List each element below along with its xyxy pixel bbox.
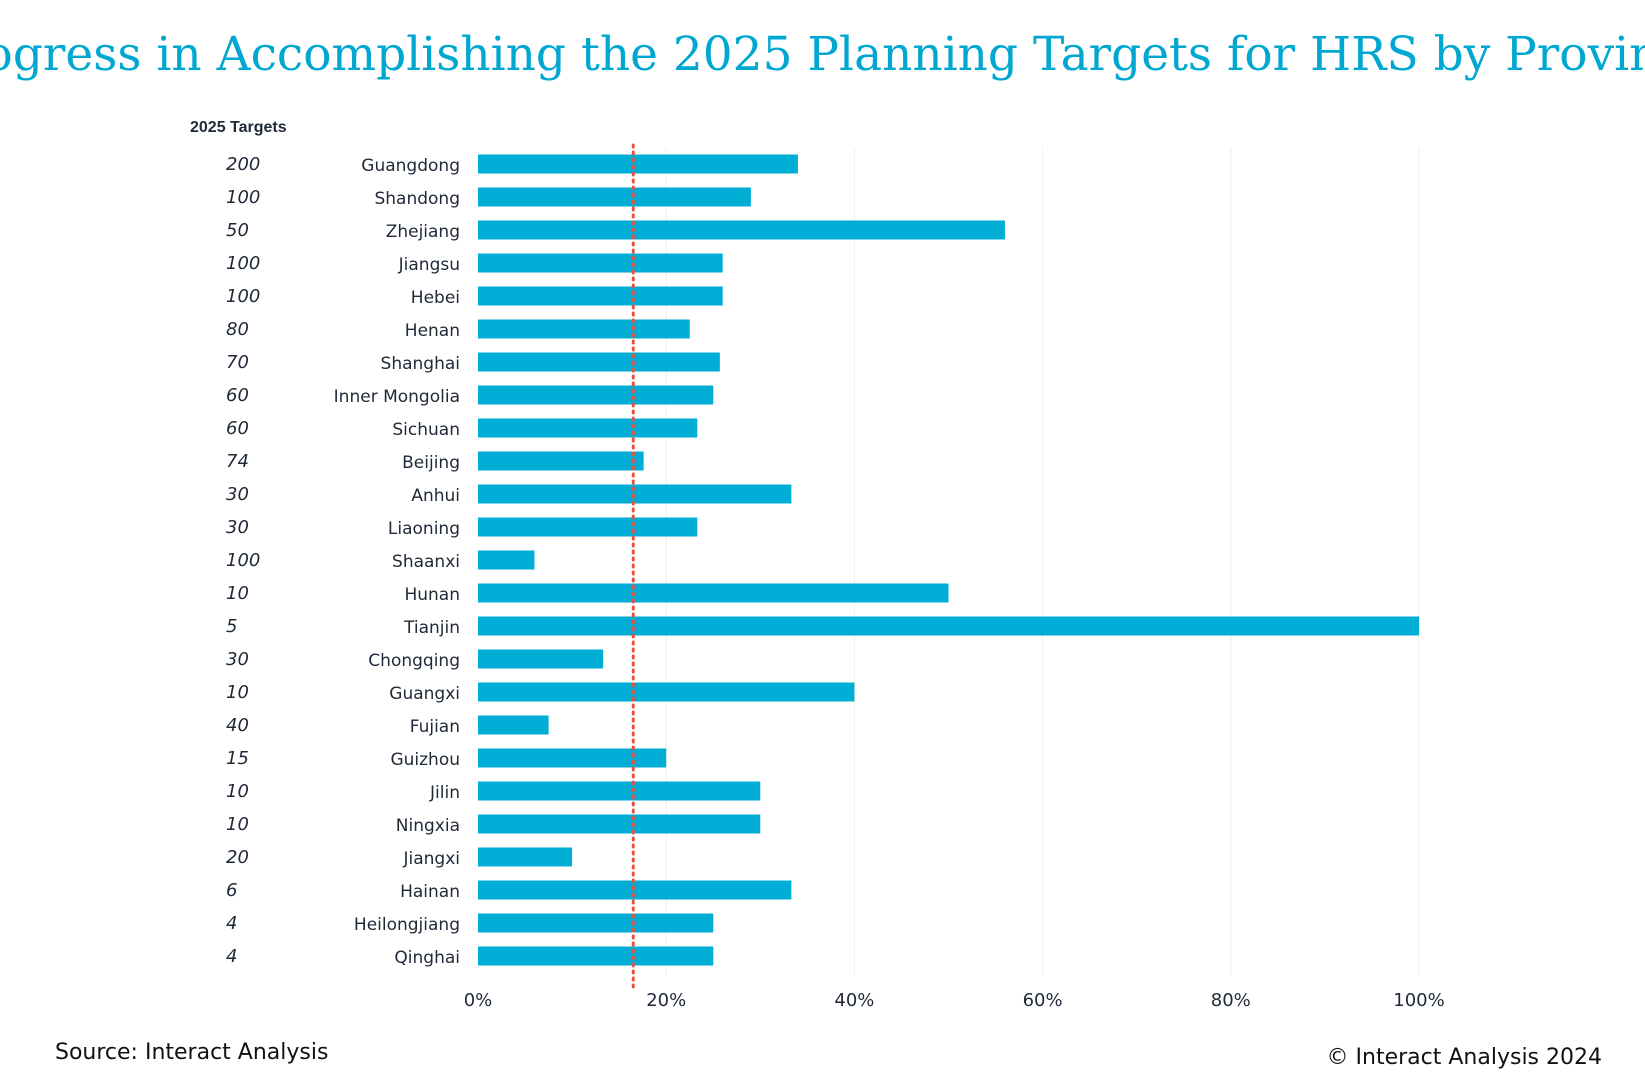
province-label: Ningxia	[396, 816, 460, 836]
chart-title: Progress in Accomplishing the 2025 Plann…	[0, 27, 1645, 82]
source-note: Source: Interact Analysis	[55, 1040, 328, 1065]
target-value-label: 10	[226, 814, 249, 835]
bar	[478, 319, 690, 339]
target-value-label: 6	[226, 880, 237, 901]
targets-column-header: 2025 Targets	[190, 119, 287, 136]
province-label: Beijing	[402, 453, 460, 473]
target-value-label: 100	[226, 253, 260, 274]
bar	[478, 154, 798, 174]
x-tick-label: 80%	[1211, 990, 1251, 1011]
target-value-label: 200	[226, 154, 260, 175]
target-value-label: 60	[226, 385, 249, 406]
target-value-label: 4	[226, 946, 237, 967]
bar	[478, 550, 535, 570]
target-value-label: 100	[226, 187, 260, 208]
bar	[478, 847, 573, 867]
x-axis-ticks: 0% 20% 40% 60% 80% 100%	[464, 990, 1445, 1011]
target-value-label: 74	[226, 451, 249, 472]
province-label: Jiangxi	[402, 849, 460, 869]
target-value-label: 100	[226, 550, 260, 571]
province-label: Heilongjiang	[354, 915, 460, 935]
target-value-label: 5	[226, 616, 237, 637]
province-labels: Guangdong Shandong Zhejiang Jiangsu Hebei Hen…	[334, 156, 460, 968]
bar	[478, 583, 949, 603]
province-label: Chongqing	[368, 651, 460, 671]
province-label: Hebei	[411, 288, 460, 308]
target-value-label: 10	[226, 583, 249, 604]
bar	[478, 385, 714, 405]
bar	[478, 484, 792, 504]
target-value-label: 10	[226, 682, 249, 703]
bar	[478, 748, 667, 768]
bar	[478, 517, 698, 537]
bar	[478, 880, 792, 900]
copyright-note: © Interact Analysis 2024	[1327, 1045, 1602, 1070]
bar	[478, 715, 549, 735]
province-label: Jiangsu	[398, 255, 460, 275]
province-label: Qinghai	[394, 948, 460, 968]
target-value-label: 10	[226, 781, 249, 802]
x-tick-label: 20%	[646, 990, 686, 1011]
province-label: Zhejiang	[386, 222, 460, 242]
target-value-label: 100	[226, 286, 260, 307]
bar	[478, 286, 723, 306]
target-labels: 200 100 50 100 100 80 70 60 60 74 30 30 100 10 5 30 10 40…	[226, 154, 260, 967]
bar	[478, 781, 761, 801]
province-label: Shandong	[374, 189, 460, 209]
x-tick-label: 60%	[1023, 990, 1063, 1011]
province-label: Guizhou	[390, 750, 460, 770]
province-label: Anhui	[411, 486, 460, 506]
province-label: Liaoning	[388, 519, 460, 539]
x-tick-label: 100%	[1393, 990, 1444, 1011]
bar	[478, 352, 720, 372]
target-value-label: 4	[226, 913, 237, 934]
target-value-label: 20	[226, 847, 249, 868]
target-value-label: 70	[226, 352, 249, 373]
bar	[478, 946, 714, 966]
province-label: Inner Mongolia	[334, 387, 460, 407]
target-value-label: 30	[226, 649, 249, 670]
x-tick-label: 0%	[464, 990, 493, 1011]
target-value-label: 30	[226, 484, 249, 505]
province-label: Jilin	[429, 783, 460, 803]
bar	[478, 418, 698, 438]
target-value-label: 30	[226, 517, 249, 538]
target-value-label: 80	[226, 319, 249, 340]
bar	[478, 682, 855, 702]
bar	[478, 253, 723, 273]
province-label: Hunan	[404, 585, 460, 605]
bar	[478, 649, 604, 669]
target-value-label: 50	[226, 220, 249, 241]
province-label: Hainan	[400, 882, 460, 902]
target-value-label: 40	[226, 715, 249, 736]
bar	[478, 451, 644, 471]
province-label: Shanghai	[381, 354, 460, 374]
bar	[478, 913, 714, 933]
province-label: Sichuan	[392, 420, 460, 440]
province-label: Shaanxi	[392, 552, 460, 572]
province-label: Guangxi	[389, 684, 460, 704]
province-label: Guangdong	[361, 156, 460, 176]
x-tick-label: 40%	[834, 990, 874, 1011]
bar	[478, 220, 1005, 240]
bars	[478, 154, 1419, 966]
bar	[478, 814, 761, 834]
bar	[478, 187, 751, 207]
province-label: Fujian	[410, 717, 460, 737]
grid-lines	[665, 148, 1420, 976]
target-value-label: 15	[226, 748, 249, 769]
bar	[478, 616, 1419, 636]
province-label: Henan	[405, 321, 460, 341]
province-label: Tianjin	[403, 618, 460, 638]
target-value-label: 60	[226, 418, 249, 439]
